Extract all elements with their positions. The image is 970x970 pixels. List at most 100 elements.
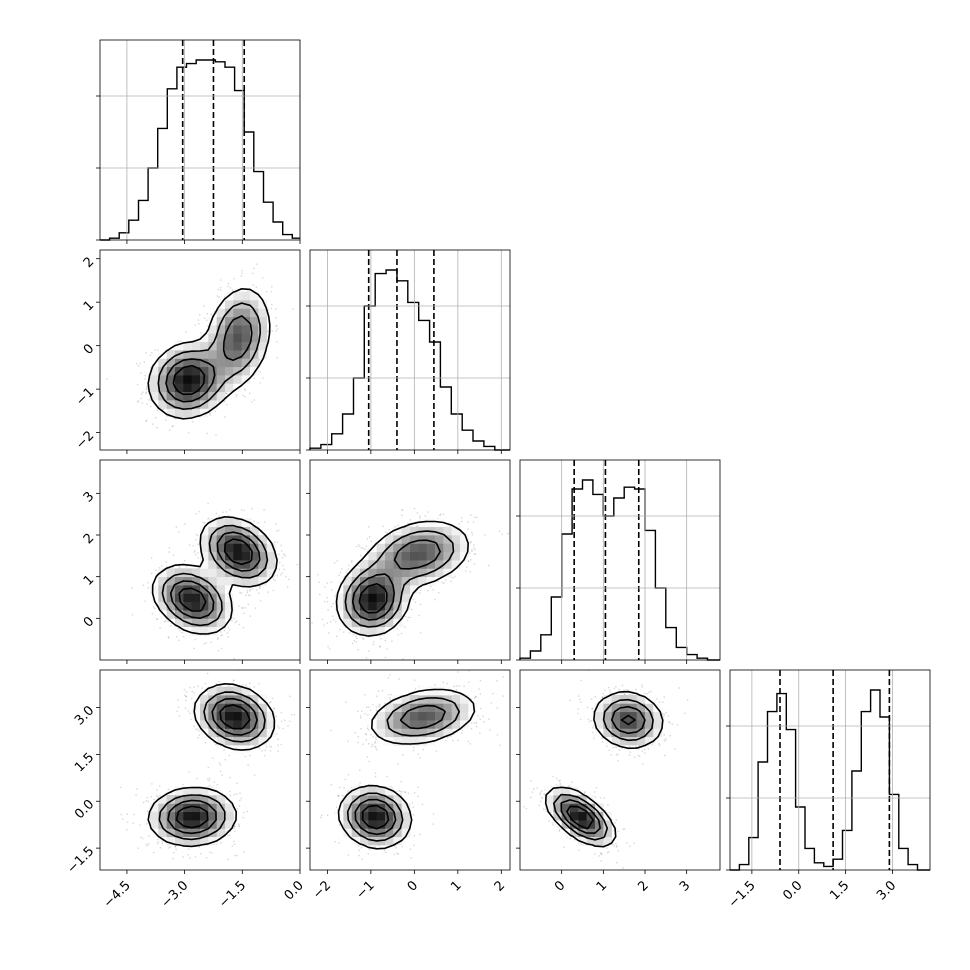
scatter-point	[146, 823, 148, 825]
scatter-point	[323, 600, 326, 603]
scatter-point	[368, 536, 371, 538]
scatter-point	[243, 851, 245, 853]
scatter-point	[226, 632, 229, 634]
scatter-point	[366, 538, 369, 540]
density-cell	[208, 560, 218, 569]
scatter-point	[208, 517, 210, 519]
density-cell	[200, 535, 209, 544]
density-cell	[250, 551, 259, 561]
scatter-point	[396, 628, 399, 630]
scatter-point	[253, 377, 255, 380]
scatter-point	[197, 557, 199, 559]
scatter-point	[208, 777, 211, 780]
density-cell	[208, 358, 218, 368]
scatter-point	[221, 634, 223, 636]
scatter-point	[148, 843, 150, 845]
scatter-point	[392, 533, 394, 535]
scatter-point	[330, 620, 332, 623]
scatter-point	[251, 508, 253, 510]
density-cell	[200, 400, 209, 409]
scatter-point	[146, 797, 148, 799]
density-cell	[225, 333, 234, 343]
scatter-point	[434, 598, 436, 601]
density-cell	[183, 593, 193, 603]
density-cell	[175, 408, 184, 418]
scatter-point	[141, 402, 143, 404]
scatter-point	[227, 514, 230, 517]
scatter-point	[445, 579, 447, 581]
scatter-point	[267, 331, 269, 333]
density-cell	[158, 593, 168, 603]
scatter-point	[226, 403, 228, 406]
scatter-point	[364, 548, 366, 551]
scatter-point	[196, 777, 198, 780]
scatter-point	[370, 540, 372, 543]
scatter-point	[253, 399, 255, 401]
scatter-point	[258, 592, 260, 594]
density-cell	[376, 593, 386, 603]
scatter-point	[386, 648, 388, 650]
scatter-point	[333, 619, 335, 621]
scatter-point	[227, 636, 229, 638]
density-cell	[250, 325, 259, 334]
scatter-point	[233, 278, 235, 280]
scatter-point	[471, 533, 474, 536]
scatter-point	[168, 637, 170, 639]
scatter-point	[472, 521, 475, 523]
scatter-point	[147, 587, 149, 589]
density-cell	[208, 325, 218, 334]
scatter-point	[259, 371, 261, 373]
scatter-point	[224, 295, 226, 298]
scatter-point	[460, 520, 463, 523]
scatter-point	[221, 647, 223, 650]
density-cell	[401, 560, 411, 569]
scatter-point	[400, 509, 403, 511]
scatter-point	[323, 624, 325, 626]
scatter-point	[243, 509, 245, 512]
scatter-point	[216, 295, 219, 297]
density-cell	[250, 576, 259, 586]
density-cell	[266, 551, 276, 561]
density-cell	[208, 576, 218, 586]
scatter-point	[214, 410, 216, 413]
scatter-point	[149, 354, 152, 356]
scatter-point	[328, 648, 331, 650]
density-cell	[216, 358, 226, 368]
scatter-point	[275, 330, 277, 332]
density-cell	[166, 366, 176, 376]
density-cell	[175, 568, 184, 578]
density-cell	[258, 333, 268, 343]
scatter-point	[288, 578, 290, 581]
density-cell	[241, 543, 251, 553]
scatter-point	[242, 626, 245, 629]
scatter-point	[348, 564, 350, 567]
scatter-point	[208, 784, 211, 787]
scatter-point	[279, 562, 281, 564]
scatter-point	[194, 553, 197, 556]
scatter-point	[414, 601, 417, 603]
scatter-point	[197, 567, 200, 569]
scatter-point	[208, 408, 210, 411]
scatter-point	[150, 572, 153, 575]
density-cell	[208, 333, 218, 343]
scatter-point	[227, 626, 229, 629]
scatter-point	[156, 618, 158, 620]
density-cell	[208, 400, 218, 409]
scatter-point	[187, 432, 190, 434]
scatter-point	[412, 599, 414, 601]
scatter-point	[467, 521, 469, 523]
density-cell	[166, 350, 176, 359]
density-cell	[343, 601, 353, 611]
scatter-point	[222, 511, 224, 513]
scatter-point	[187, 854, 189, 856]
scatter-point	[220, 279, 222, 281]
density-cell	[200, 610, 209, 619]
scatter-point	[249, 588, 252, 591]
scatter-point	[419, 515, 421, 518]
scatter-point	[234, 830, 236, 832]
scatter-point	[391, 640, 393, 642]
density-cell	[241, 366, 251, 376]
scatter-point	[275, 324, 278, 327]
scatter-point	[379, 646, 381, 648]
scatter-point	[139, 362, 141, 365]
